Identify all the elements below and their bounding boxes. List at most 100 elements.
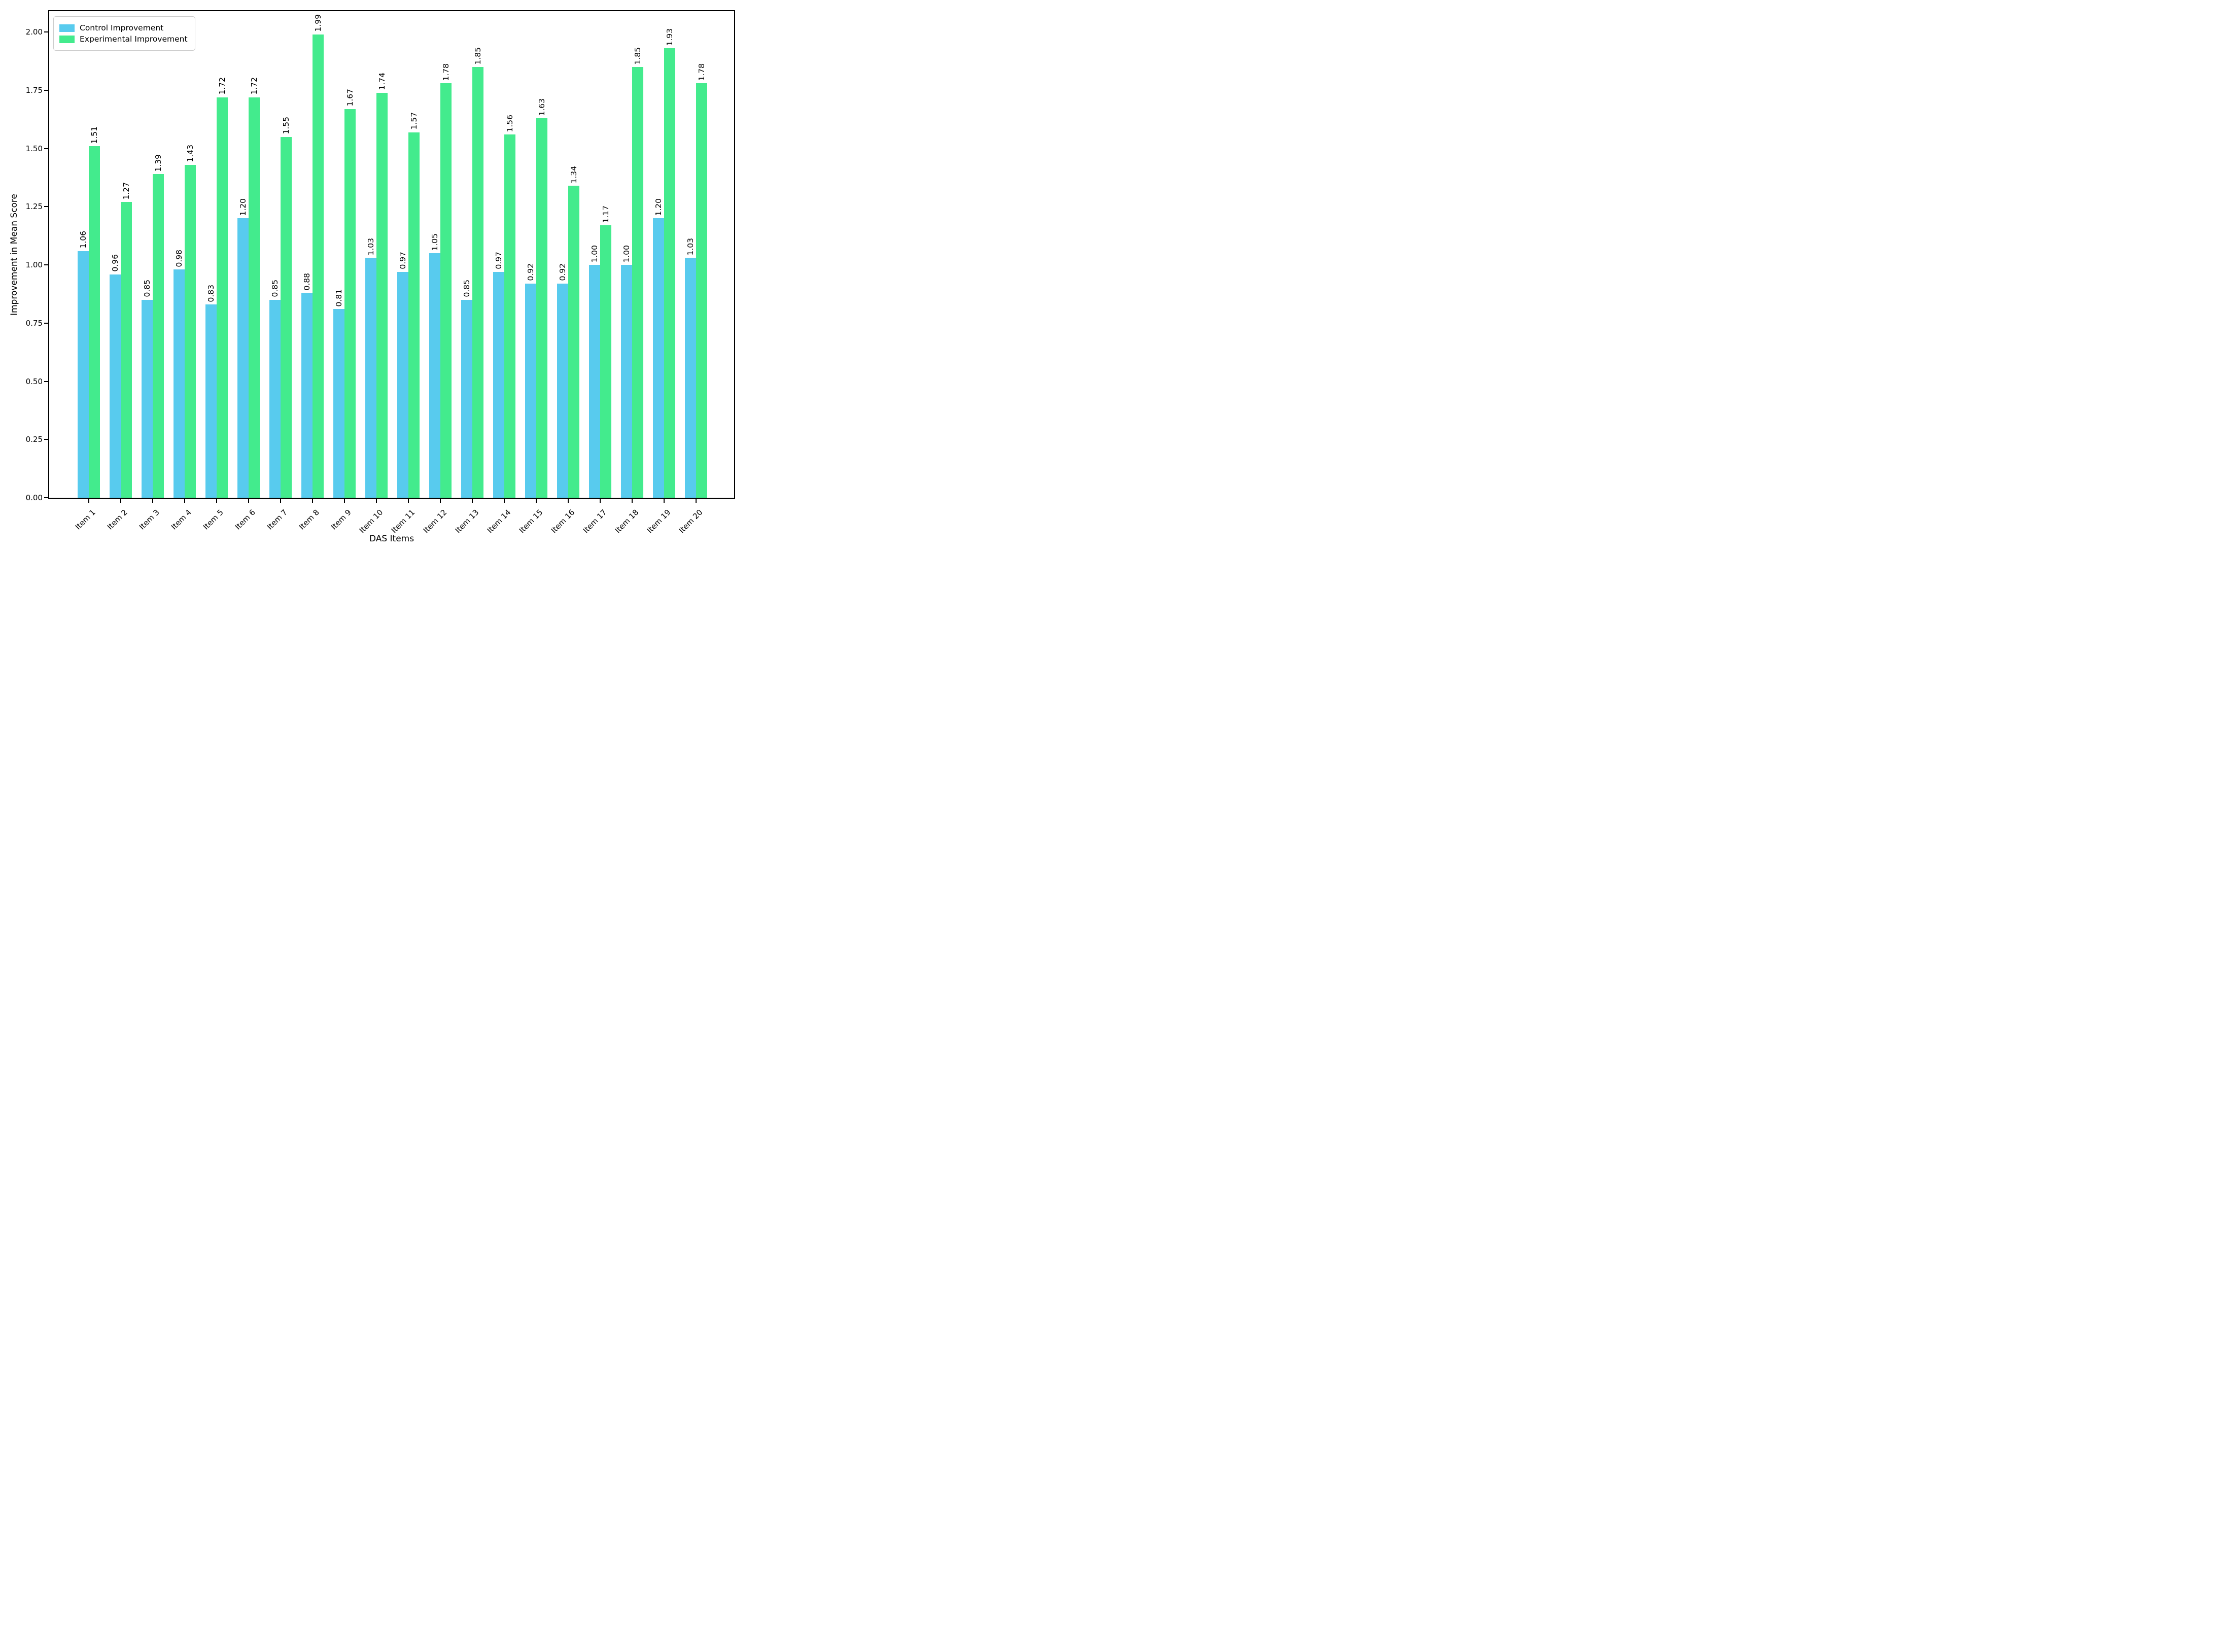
bar-value-label: 1.06 bbox=[78, 231, 88, 249]
bar-value-label: 0.97 bbox=[398, 252, 407, 269]
bar-control-item-15 bbox=[525, 283, 536, 498]
bar-value-label: 1.85 bbox=[633, 47, 642, 65]
y-tick-mark bbox=[44, 90, 48, 91]
bar-control-item-9 bbox=[333, 309, 344, 498]
x-tick-mark bbox=[376, 499, 377, 503]
x-axis-title: DAS Items bbox=[369, 534, 414, 544]
x-tick-label-item-4: Item 4 bbox=[169, 507, 193, 532]
y-tick-mark bbox=[44, 381, 48, 382]
x-tick-label-item-12: Item 12 bbox=[421, 507, 449, 535]
bar-value-label: 1.20 bbox=[653, 198, 663, 216]
x-tick-mark bbox=[184, 499, 185, 503]
x-tick-label-item-17: Item 17 bbox=[581, 507, 609, 535]
bar-experimental-item-12 bbox=[440, 83, 452, 498]
bar-experimental-item-11 bbox=[408, 132, 420, 498]
x-tick-mark bbox=[120, 499, 121, 503]
bar-control-item-13 bbox=[461, 299, 472, 498]
legend-swatch-experimental bbox=[59, 35, 75, 43]
bar-value-label: 0.81 bbox=[334, 289, 343, 307]
x-tick-label-item-6: Item 6 bbox=[233, 507, 257, 532]
bar-experimental-item-13 bbox=[472, 67, 483, 498]
bar-control-item-6 bbox=[237, 218, 249, 498]
x-tick-mark bbox=[408, 499, 409, 503]
y-tick-label: 0.00 bbox=[25, 493, 43, 502]
bar-value-label: 0.85 bbox=[142, 280, 152, 297]
x-tick-mark bbox=[280, 499, 281, 503]
y-tick-label: 1.75 bbox=[25, 86, 43, 95]
x-tick-mark bbox=[440, 499, 441, 503]
bar-value-label: 1.99 bbox=[313, 14, 323, 32]
x-tick-label-item-14: Item 14 bbox=[485, 507, 513, 535]
y-tick-mark bbox=[44, 497, 48, 498]
bar-value-label: 1.39 bbox=[153, 154, 163, 172]
bar-value-label: 1.74 bbox=[377, 73, 387, 90]
bar-value-label: 0.98 bbox=[174, 249, 184, 267]
bar-experimental-item-17 bbox=[600, 225, 611, 498]
x-tick-label-item-9: Item 9 bbox=[329, 507, 353, 532]
bar-value-label: 1.67 bbox=[345, 89, 355, 107]
bar-experimental-item-9 bbox=[344, 109, 356, 498]
bar-value-label: 1.78 bbox=[697, 63, 706, 81]
x-tick-label-item-16: Item 16 bbox=[549, 507, 577, 535]
bar-value-label: 1.55 bbox=[281, 117, 291, 134]
x-tick-mark bbox=[312, 499, 313, 503]
bar-value-label: 1.43 bbox=[185, 145, 195, 162]
bar-value-label: 1.78 bbox=[441, 63, 451, 81]
x-tick-label-item-10: Item 10 bbox=[357, 507, 385, 535]
bar-control-item-4 bbox=[174, 269, 185, 498]
bar-control-item-8 bbox=[301, 293, 313, 498]
bar-experimental-item-15 bbox=[536, 118, 547, 498]
bar-experimental-item-18 bbox=[632, 67, 643, 498]
bar-value-label: 1.17 bbox=[601, 205, 610, 223]
y-tick-label: 0.25 bbox=[25, 435, 43, 444]
bar-experimental-item-6 bbox=[249, 97, 260, 498]
bar-control-item-19 bbox=[653, 218, 664, 498]
x-tick-mark bbox=[568, 499, 569, 503]
bar-value-label: 1.56 bbox=[505, 114, 514, 132]
x-tick-mark bbox=[600, 499, 601, 503]
bar-value-label: 1.03 bbox=[685, 237, 695, 256]
bar-value-label: 0.85 bbox=[462, 280, 471, 297]
bar-experimental-item-3 bbox=[153, 174, 164, 498]
x-tick-label-item-8: Item 8 bbox=[297, 507, 321, 532]
x-tick-mark bbox=[696, 499, 697, 503]
bar-value-label: 1.27 bbox=[121, 182, 131, 200]
bar-value-label: 1.63 bbox=[537, 98, 546, 116]
legend-label-control: Control Improvement bbox=[80, 23, 164, 32]
bar-experimental-item-5 bbox=[217, 97, 228, 498]
bar-value-label: 1.00 bbox=[621, 245, 631, 263]
bar-control-item-2 bbox=[110, 274, 121, 498]
bar-experimental-item-2 bbox=[121, 202, 132, 498]
bar-value-label: 0.96 bbox=[110, 254, 120, 272]
x-tick-label-item-11: Item 11 bbox=[389, 507, 417, 535]
bar-control-item-10 bbox=[365, 258, 376, 498]
y-tick-label: 0.50 bbox=[25, 376, 43, 386]
y-tick-mark bbox=[44, 206, 48, 208]
x-tick-label-item-3: Item 3 bbox=[137, 507, 161, 532]
bar-control-item-5 bbox=[205, 304, 217, 498]
x-tick-label-item-20: Item 20 bbox=[677, 507, 705, 535]
bar-chart-figure: 1.06 1.51 0.96 1.27 0.85 1.39 0.98 1.43 0.83 1.72… bbox=[0, 0, 739, 550]
x-tick-mark bbox=[504, 499, 505, 503]
y-tick-label: 1.00 bbox=[25, 260, 43, 270]
bar-experimental-item-16 bbox=[568, 186, 579, 498]
bar-value-label: 0.92 bbox=[558, 263, 567, 281]
bar-experimental-item-19 bbox=[664, 48, 675, 498]
legend-entry-control: Control Improvement bbox=[59, 23, 188, 32]
bar-value-label: 1.03 bbox=[366, 237, 375, 256]
y-tick-label: 0.75 bbox=[25, 318, 43, 328]
bar-value-label: 1.72 bbox=[249, 77, 259, 95]
y-tick-label: 2.00 bbox=[25, 27, 43, 37]
bar-control-item-14 bbox=[493, 271, 504, 498]
x-tick-label-item-18: Item 18 bbox=[613, 507, 641, 535]
x-tick-label-item-15: Item 15 bbox=[517, 507, 545, 535]
bar-value-label: 1.05 bbox=[430, 233, 439, 251]
bar-value-label: 1.20 bbox=[238, 198, 248, 216]
x-tick-label-item-1: Item 1 bbox=[73, 507, 97, 532]
plot-area: 1.06 1.51 0.96 1.27 0.85 1.39 0.98 1.43 0.83 1.72… bbox=[48, 10, 735, 499]
bar-value-label: 0.83 bbox=[206, 284, 216, 302]
bar-control-item-7 bbox=[269, 299, 281, 498]
bar-control-item-17 bbox=[589, 265, 600, 498]
bar-experimental-item-20 bbox=[696, 83, 707, 498]
y-axis-title: Improvement in Mean Score bbox=[9, 194, 19, 316]
